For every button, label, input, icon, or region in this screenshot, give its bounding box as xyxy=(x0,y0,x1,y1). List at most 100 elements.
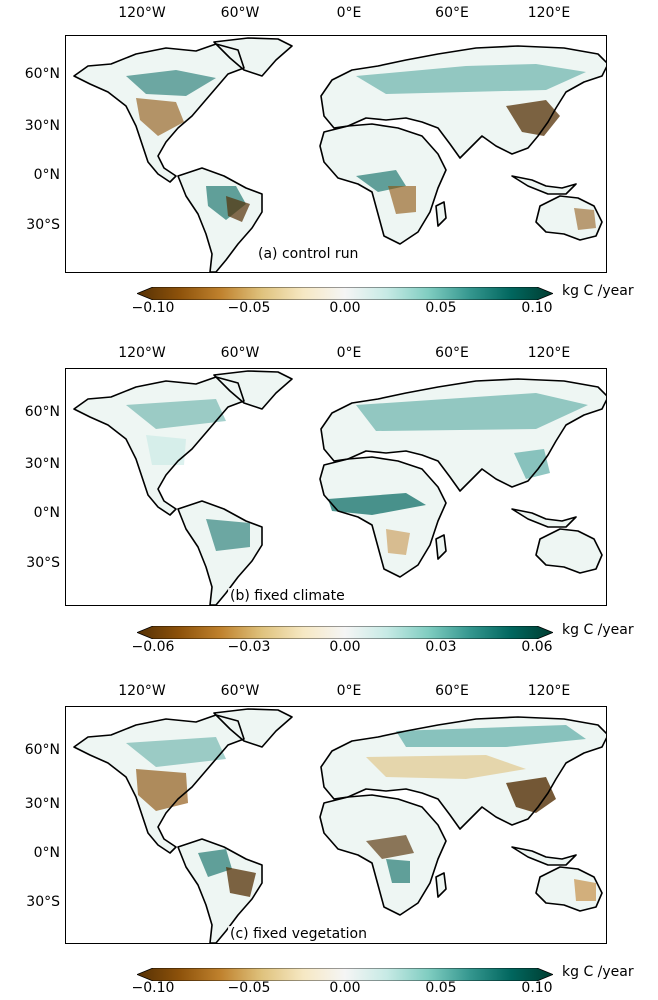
land-fill-greenland xyxy=(214,709,292,747)
lon-tick-60w: 60°W xyxy=(220,5,260,21)
colorbar-body xyxy=(137,287,553,300)
colorbar-body xyxy=(137,968,553,981)
coastline-greenland xyxy=(213,370,293,410)
colorbar-unit: kg C /year xyxy=(562,283,634,299)
lat-tick-0n: 0°N xyxy=(33,505,60,521)
panel-fixed-climate: 120°W 60°W 0°E 60°E 120°E 60°N 30°N 0°N … xyxy=(0,340,658,670)
colorbar-unit: kg C /year xyxy=(562,964,634,980)
flux-patch xyxy=(574,208,596,230)
lon-tick-120e: 120°E xyxy=(527,345,571,361)
lon-tick-120w: 120°W xyxy=(118,345,166,361)
coastline-africa xyxy=(319,123,447,245)
colorbar-gradient-a xyxy=(137,287,553,300)
colorbar-unit: kg C /year xyxy=(562,622,634,638)
panel-fixed-vegetation: 120°W 60°W 0°E 60°E 120°E 60°N 30°N 0°N … xyxy=(0,678,658,1000)
lon-tick-0e: 0°E xyxy=(336,683,362,699)
coastline-eurasia xyxy=(320,45,606,159)
flux-patch xyxy=(366,835,414,859)
panel-label: (a) control run xyxy=(256,246,361,262)
flux-patch xyxy=(574,879,596,901)
flux-patch xyxy=(328,493,426,515)
flux-patch xyxy=(506,100,560,136)
flux-patch xyxy=(514,449,550,479)
flux-patch xyxy=(146,435,186,465)
lon-tick-120e: 120°E xyxy=(527,5,571,21)
coastline-australia xyxy=(535,528,603,574)
flux-patch xyxy=(206,519,250,551)
colorbar-tick: 0.00 xyxy=(329,300,361,316)
coastline-south-america xyxy=(177,167,263,272)
coastline-indonesia xyxy=(511,846,577,866)
colorbar-tick: 0.05 xyxy=(425,980,457,996)
land-fill-south-america xyxy=(178,168,262,272)
coastline-north-america xyxy=(73,43,245,183)
flux-patch xyxy=(386,859,410,883)
map-svg-a xyxy=(73,37,606,272)
flux-patch xyxy=(506,777,556,813)
coastline-australia xyxy=(535,866,603,912)
coastline-africa xyxy=(319,456,447,578)
colorbar-a xyxy=(137,287,553,300)
lat-tick-60n: 60°N xyxy=(24,404,60,420)
flux-patch xyxy=(126,399,226,429)
coastline-north-america xyxy=(73,714,245,854)
land-fill-australia xyxy=(536,529,602,573)
colorbar-tick: 0.00 xyxy=(329,980,361,996)
coastline-eurasia xyxy=(320,378,606,492)
land-fill-greenland xyxy=(214,371,292,409)
land-fill-indonesia xyxy=(512,847,576,865)
flux-patch xyxy=(126,70,216,96)
world-map-fixed-vegetation xyxy=(65,706,607,944)
coastline-greenland xyxy=(213,37,293,77)
lon-tick-60e: 60°E xyxy=(435,5,469,21)
map-svg-b xyxy=(73,370,606,605)
coastline-madagascar xyxy=(435,872,447,898)
lon-tick-60e: 60°E xyxy=(435,683,469,699)
lat-tick-0n: 0°N xyxy=(33,845,60,861)
colorbar-tick: 0.05 xyxy=(425,300,457,316)
colorbar-tick: 0.10 xyxy=(521,300,553,316)
coastline-madagascar xyxy=(435,534,447,560)
panel-label: (c) fixed vegetation xyxy=(228,926,369,942)
colorbar-gradient-b xyxy=(137,626,553,639)
panel-control-run: 120°W 60°W 0°E 60°E 120°E 60°N 30°N 0°N … xyxy=(0,0,658,330)
colorbar-tick: −0.06 xyxy=(131,639,175,655)
flux-patch xyxy=(386,529,410,555)
panel-label: (b) fixed climate xyxy=(228,588,347,604)
flux-patch xyxy=(126,737,226,767)
colorbar-gradient-c xyxy=(137,968,553,981)
flux-patch xyxy=(198,849,232,877)
coastline-eurasia xyxy=(320,716,606,830)
colorbar-c xyxy=(137,968,553,981)
lat-tick-30s: 30°S xyxy=(26,894,60,910)
lat-tick-30s: 30°S xyxy=(26,555,60,571)
flux-patch xyxy=(366,755,526,779)
coastline-australia xyxy=(535,195,603,241)
world-map-fixed-climate xyxy=(65,368,607,606)
land-fill-indonesia xyxy=(512,176,576,194)
coastline-north-america xyxy=(73,376,245,516)
coastline-africa xyxy=(319,794,447,916)
land-fill-greenland xyxy=(214,38,292,76)
lon-tick-120e: 120°E xyxy=(527,683,571,699)
colorbar-tick: 0.00 xyxy=(329,639,361,655)
lat-tick-0n: 0°N xyxy=(33,167,60,183)
flux-patch xyxy=(356,393,588,431)
world-map-control-run xyxy=(65,35,607,273)
colorbar-tick: 0.06 xyxy=(521,639,553,655)
flux-patch xyxy=(226,867,256,897)
map-svg-c xyxy=(73,708,606,943)
coastline-madagascar xyxy=(435,201,447,227)
flux-patch xyxy=(226,196,250,222)
colorbar-tick: 0.03 xyxy=(425,639,457,655)
colorbar-tick: −0.10 xyxy=(131,300,175,316)
coastline-greenland xyxy=(213,708,293,748)
coastline-south-america xyxy=(177,838,263,943)
flux-patch xyxy=(356,64,586,94)
lat-tick-30s: 30°S xyxy=(26,217,60,233)
lon-tick-60e: 60°E xyxy=(435,345,469,361)
lat-tick-30n: 30°N xyxy=(24,796,60,812)
colorbar-tick: 0.10 xyxy=(521,980,553,996)
colorbar-b xyxy=(137,626,553,639)
colorbar-tick: −0.03 xyxy=(227,639,271,655)
